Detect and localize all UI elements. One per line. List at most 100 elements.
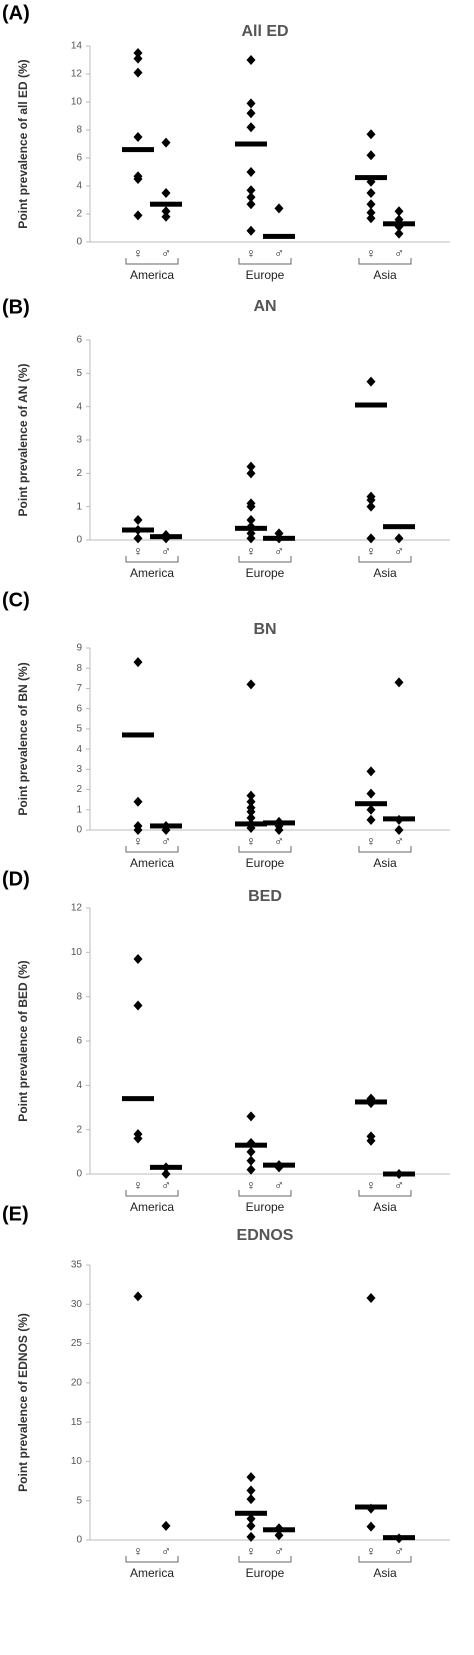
bracket: [125, 258, 179, 265]
series-symbol: ♀: [246, 543, 256, 558]
data-point: [246, 55, 256, 65]
y-tick-label: 30: [71, 1299, 83, 1310]
y-tick-label: 4: [76, 744, 82, 755]
data-point: [246, 167, 256, 177]
median-bar: [150, 534, 182, 540]
median-bar: [235, 1142, 267, 1148]
bracket: [358, 556, 412, 563]
data-point: [246, 1146, 256, 1157]
y-tick-label: 12: [71, 903, 83, 914]
data-point: [246, 812, 256, 823]
y-axis-label: Point prevalence of EDNOS (%): [16, 1313, 30, 1492]
y-tick-label: 2: [76, 784, 82, 795]
x-tick-label: Europe: [246, 566, 285, 580]
data-point: [246, 501, 256, 512]
series-symbol: ♀: [366, 1543, 376, 1558]
data-point: [161, 206, 171, 217]
median-bar: [122, 732, 154, 738]
panel-label: (D): [2, 868, 30, 890]
y-tick-label: 14: [71, 41, 83, 52]
median-bar: [150, 823, 182, 829]
series-symbol: ♀: [366, 833, 376, 848]
data-point: [246, 796, 256, 807]
data-point: [133, 174, 143, 184]
data-point: [246, 108, 256, 119]
y-tick-label: 9: [76, 643, 82, 654]
series-symbol: ♂: [394, 1543, 404, 1558]
y-tick-label: 6: [76, 335, 82, 346]
data-point: [133, 657, 143, 668]
data-point: [366, 804, 376, 815]
data-point: [246, 1485, 256, 1496]
data-point: [246, 1164, 256, 1175]
median-bar: [263, 535, 295, 541]
data-point: [366, 150, 376, 161]
x-tick-label: Asia: [373, 566, 397, 580]
y-tick-label: 0: [76, 1169, 82, 1180]
data-point: [274, 825, 284, 835]
data-point: [133, 1000, 143, 1011]
median-bar: [235, 525, 267, 531]
data-point: [133, 53, 143, 64]
x-tick-label: Asia: [373, 268, 397, 282]
series-symbol: ♂: [161, 833, 171, 848]
data-point: [246, 1111, 256, 1122]
y-tick-label: 6: [76, 153, 82, 164]
y-tick-label: 6: [76, 1036, 82, 1047]
data-point: [246, 515, 256, 525]
bracket: [125, 1190, 179, 1197]
series-symbol: ♀: [246, 245, 256, 260]
series-symbol: ♀: [366, 543, 376, 558]
y-tick-label: 3: [76, 764, 82, 775]
y-tick-label: 0: [76, 535, 82, 546]
y-tick-label: 1: [76, 501, 82, 512]
data-point: [366, 188, 376, 198]
chart-title: EDNOS: [237, 1227, 294, 1244]
median-bar: [383, 816, 415, 822]
data-point: [133, 1291, 143, 1302]
data-point: [366, 129, 376, 140]
data-point: [133, 1133, 143, 1144]
median-bar: [383, 1171, 415, 1177]
data-point: [246, 533, 256, 544]
data-point: [161, 211, 171, 222]
data-point: [133, 796, 143, 807]
panel-label: (A): [2, 2, 30, 24]
series-symbol: ♂: [394, 833, 404, 848]
data-point: [366, 814, 376, 825]
data-point: [366, 533, 376, 544]
data-point: [246, 1494, 256, 1505]
x-tick-label: America: [130, 1566, 174, 1580]
median-bar: [235, 1510, 267, 1516]
data-point: [394, 677, 404, 688]
series-symbol: ♂: [161, 1177, 171, 1192]
data-point: [246, 461, 256, 472]
median-bar: [355, 801, 387, 807]
data-point: [246, 806, 256, 817]
data-point: [161, 137, 171, 148]
data-point: [161, 1520, 171, 1531]
data-point: [366, 788, 376, 799]
series-symbol: ♂: [161, 1543, 171, 1558]
median-bar: [235, 821, 267, 827]
y-tick-label: 15: [71, 1417, 83, 1428]
series-symbol: ♀: [133, 1543, 143, 1558]
median-bar: [122, 1096, 154, 1102]
y-tick-label: 6: [76, 703, 82, 714]
series-symbol: ♀: [246, 833, 256, 848]
data-point: [133, 48, 143, 58]
y-tick-label: 35: [71, 1260, 83, 1271]
data-point: [161, 188, 171, 198]
data-point: [246, 1531, 256, 1542]
chart-title: All ED: [241, 23, 288, 40]
series-symbol: ♀: [133, 833, 143, 848]
bracket: [358, 258, 412, 265]
y-tick-label: 5: [76, 368, 82, 379]
median-bar: [150, 201, 182, 207]
series-symbol: ♀: [366, 1177, 376, 1192]
data-point: [366, 207, 376, 218]
series-symbol: ♂: [274, 543, 284, 558]
series-symbol: ♂: [161, 543, 171, 558]
y-tick-label: 7: [76, 683, 82, 694]
median-bar: [263, 820, 295, 826]
